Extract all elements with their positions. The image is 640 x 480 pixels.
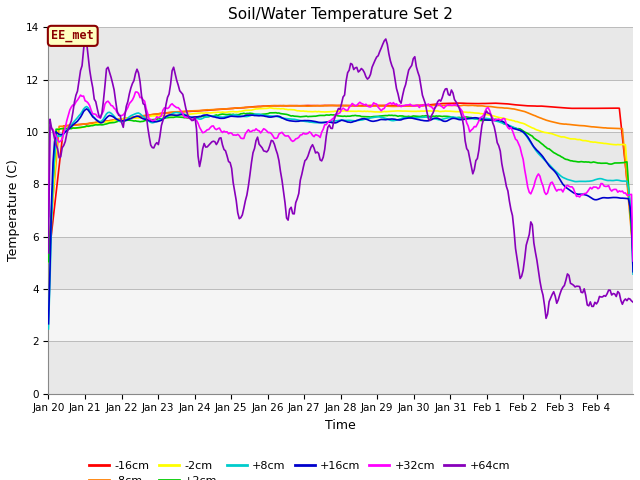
Bar bbox=[49, 289, 633, 341]
Bar bbox=[49, 341, 633, 394]
Legend: -16cm, -8cm, -2cm, +2cm, +8cm, +16cm, +32cm, +64cm: -16cm, -8cm, -2cm, +2cm, +8cm, +16cm, +3… bbox=[85, 456, 515, 480]
Title: Soil/Water Temperature Set 2: Soil/Water Temperature Set 2 bbox=[228, 7, 453, 22]
Bar bbox=[49, 132, 633, 184]
Y-axis label: Temperature (C): Temperature (C) bbox=[7, 159, 20, 262]
Text: EE_met: EE_met bbox=[51, 29, 94, 42]
Bar bbox=[49, 27, 633, 80]
Bar bbox=[49, 80, 633, 132]
Bar bbox=[49, 237, 633, 289]
X-axis label: Time: Time bbox=[325, 419, 356, 432]
Bar bbox=[49, 184, 633, 237]
